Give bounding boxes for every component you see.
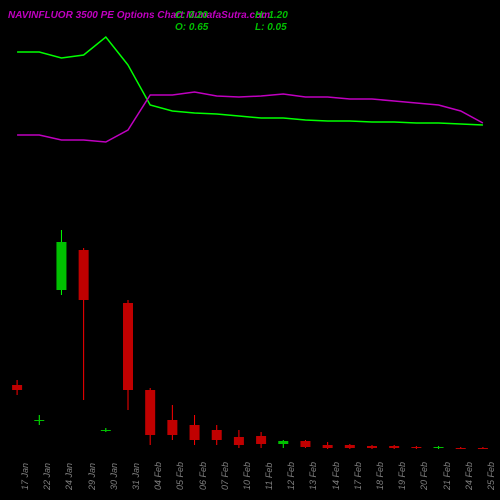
header-title: NAVINFLUOR 3500 PE Options Chart MunafaS… (8, 10, 270, 21)
candle-body (389, 446, 399, 448)
x-axis-label: 24 Jan (64, 463, 74, 490)
candle-body (256, 436, 266, 444)
ohlc-0: C: 0.20 (175, 10, 208, 21)
x-axis-label: 29 Jan (87, 463, 97, 490)
candle-body (411, 447, 421, 448)
candle-body (456, 448, 466, 449)
x-axis-label: 11 Feb (264, 463, 274, 490)
x-axis-label: 21 Feb (442, 462, 452, 490)
price-line (17, 37, 483, 125)
chart-container: NAVINFLUOR 3500 PE Options Chart MunafaS… (0, 0, 500, 500)
candle-body (34, 420, 44, 421)
candle-body (434, 447, 444, 448)
candle-body (345, 445, 355, 448)
candle-body (56, 242, 66, 290)
x-axis-label: 12 Feb (286, 462, 296, 490)
x-axis-label: 07 Feb (220, 462, 230, 490)
x-axis-label: 19 Feb (397, 462, 407, 490)
x-axis-label: 04 Feb (153, 462, 163, 490)
x-axis-label: 10 Feb (242, 462, 252, 490)
ohlc-3: L: 0.05 (255, 22, 287, 33)
x-axis-label: 25 Feb (486, 462, 496, 490)
x-axis-label: 18 Feb (375, 462, 385, 490)
x-axis-label: 30 Jan (109, 463, 119, 490)
x-axis-label: 06 Feb (198, 462, 208, 490)
x-axis-label: 24 Feb (464, 462, 474, 490)
x-axis-label: 31 Jan (131, 463, 141, 490)
candle-body (300, 441, 310, 447)
x-axis-label: 17 Feb (353, 462, 363, 490)
candle-body (478, 448, 488, 449)
candle-body (12, 385, 22, 390)
x-axis-label: 22 Jan (42, 463, 52, 490)
ohlc-2: H: 1.20 (255, 10, 288, 21)
candle-body (234, 437, 244, 445)
chart-svg (0, 0, 500, 500)
x-axis-label: 17 Jan (20, 463, 30, 490)
candle-body (79, 250, 89, 300)
candle-body (145, 390, 155, 435)
x-axis-label: 05 Feb (175, 462, 185, 490)
candle-body (101, 430, 111, 431)
candle-body (190, 425, 200, 440)
x-axis-label: 14 Feb (331, 462, 341, 490)
candle-body (212, 430, 222, 440)
candle-body (278, 441, 288, 444)
x-axis-label: 20 Feb (419, 462, 429, 490)
candle-body (323, 445, 333, 448)
candle-body (123, 303, 133, 390)
candle-body (167, 420, 177, 435)
candle-body (367, 446, 377, 448)
x-axis-label: 13 Feb (308, 462, 318, 490)
ohlc-1: O: 0.65 (175, 22, 208, 33)
